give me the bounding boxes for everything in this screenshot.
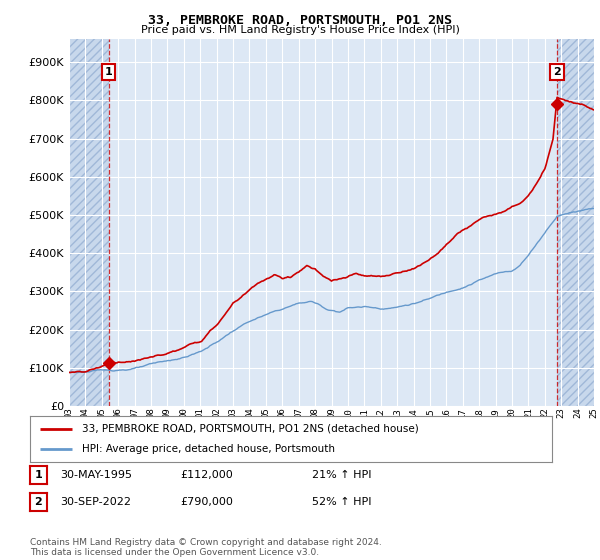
Text: Contains HM Land Registry data © Crown copyright and database right 2024.
This d: Contains HM Land Registry data © Crown c… — [30, 538, 382, 557]
Bar — [557, 39, 594, 406]
Text: 30-MAY-1995: 30-MAY-1995 — [60, 470, 132, 480]
Text: 1: 1 — [105, 67, 113, 77]
Text: 33, PEMBROKE ROAD, PORTSMOUTH, PO1 2NS: 33, PEMBROKE ROAD, PORTSMOUTH, PO1 2NS — [148, 14, 452, 27]
Text: 1: 1 — [35, 470, 42, 480]
Text: £790,000: £790,000 — [180, 497, 233, 507]
Text: 52% ↑ HPI: 52% ↑ HPI — [312, 497, 371, 507]
Bar — [69, 39, 109, 406]
Text: 33, PEMBROKE ROAD, PORTSMOUTH, PO1 2NS (detached house): 33, PEMBROKE ROAD, PORTSMOUTH, PO1 2NS (… — [82, 424, 419, 434]
Text: 21% ↑ HPI: 21% ↑ HPI — [312, 470, 371, 480]
Text: Price paid vs. HM Land Registry's House Price Index (HPI): Price paid vs. HM Land Registry's House … — [140, 25, 460, 35]
Text: HPI: Average price, detached house, Portsmouth: HPI: Average price, detached house, Port… — [82, 444, 335, 454]
Text: 2: 2 — [35, 497, 42, 507]
Text: 30-SEP-2022: 30-SEP-2022 — [60, 497, 131, 507]
Text: 2: 2 — [553, 67, 561, 77]
Text: £112,000: £112,000 — [180, 470, 233, 480]
